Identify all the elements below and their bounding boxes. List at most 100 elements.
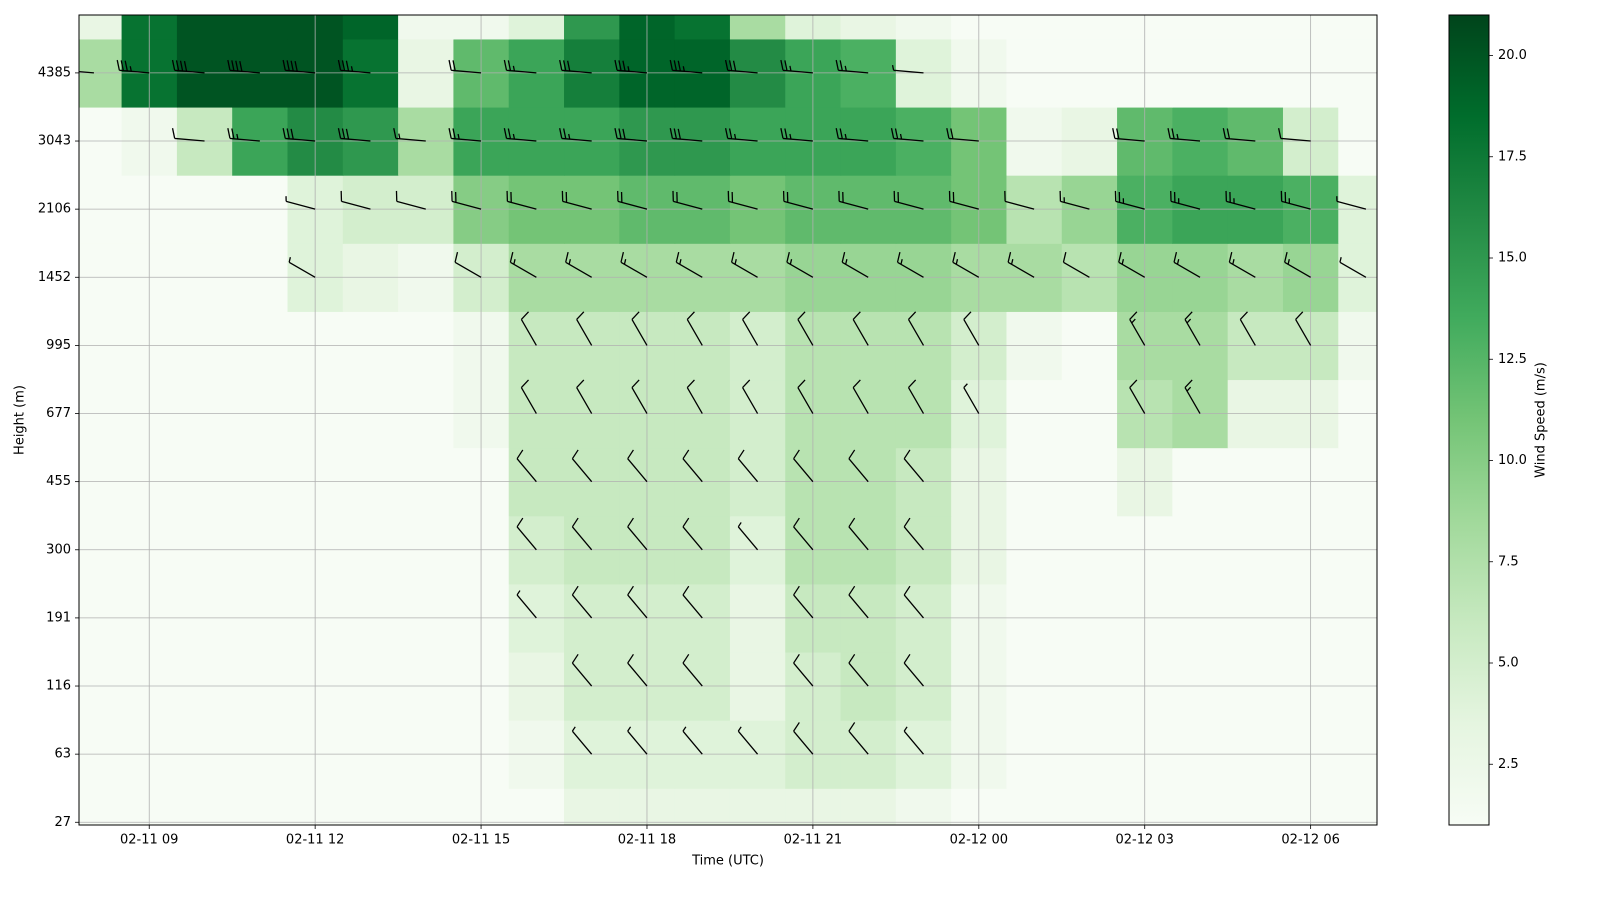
x-tick-label: 02-12 03 [1115, 833, 1173, 848]
wind-barb [506, 190, 537, 210]
wind-barb [686, 311, 703, 346]
wind-barb [848, 585, 869, 619]
wind-barb [848, 653, 869, 687]
colorbar-tick-label: 10.0 [1498, 453, 1527, 468]
wind-barb [737, 726, 759, 755]
y-axis-label: Height (m) [13, 385, 28, 455]
x-tick-label: 02-12 06 [1281, 833, 1339, 848]
colorbar-tick-label: 20.0 [1498, 48, 1527, 63]
wind-barb [1184, 379, 1201, 414]
wind-barb [565, 251, 592, 278]
heatmap-cell [176, 15, 233, 40]
wind-barb [737, 449, 759, 483]
wind-barbs [79, 59, 1367, 755]
x-axis-label: Time (UTC) [691, 854, 764, 869]
plot-frame [78, 14, 1378, 826]
wind-barb [907, 311, 925, 346]
wind-barb [1339, 257, 1367, 278]
wind-barb [571, 726, 593, 755]
wind-barb [1129, 379, 1146, 414]
wind-barb [903, 726, 924, 755]
x-tick-label: 02-11 18 [618, 833, 676, 848]
wind-barb [561, 190, 592, 210]
heatmap-cell [840, 15, 897, 40]
x-tick-label: 02-11 15 [452, 833, 510, 848]
wind-barb [627, 653, 648, 687]
y-tick-label: 1452 [38, 270, 71, 285]
wind-barb [946, 128, 979, 142]
heatmap-cell [1338, 15, 1377, 40]
wind-barb [454, 251, 482, 278]
wind-barb [448, 128, 482, 142]
heatmap-cell [895, 15, 952, 40]
wind-barb [614, 59, 648, 74]
wind-barb [1336, 196, 1367, 210]
wind-barb [516, 517, 537, 551]
wind-barb [614, 128, 648, 142]
wind-barb [838, 190, 869, 210]
wind-barb [782, 190, 814, 210]
wind-barb [682, 585, 703, 619]
heatmap-cell [1006, 15, 1063, 40]
wind-barb [786, 251, 814, 278]
y-tick-label: 677 [46, 406, 71, 421]
wind-barb [1284, 251, 1311, 278]
wind-barb [724, 59, 758, 74]
wind-barb [282, 128, 316, 142]
wind-barb [724, 128, 758, 142]
wind-barb [1167, 128, 1201, 142]
wind-barb [451, 190, 482, 210]
y-tick-label: 63 [54, 747, 71, 762]
wind-barb [1170, 190, 1201, 210]
wind-barb [520, 311, 537, 346]
wind-barb [907, 379, 925, 414]
heatmap [79, 15, 1377, 825]
y-tick-label: 4385 [38, 65, 71, 80]
y-tick-label: 300 [46, 542, 71, 557]
colorbar-tick-label: 17.5 [1498, 149, 1527, 164]
wind-barb [963, 311, 980, 346]
wind-barb [171, 128, 205, 142]
wind-barb [620, 251, 648, 278]
heatmap-cell [840, 788, 897, 825]
wind-barb [1059, 190, 1090, 210]
heatmap-cell [1338, 788, 1377, 825]
heatmap-cell [232, 788, 289, 825]
wind-barb [571, 449, 593, 483]
wind-barb [503, 59, 537, 74]
wind-barb [952, 251, 980, 278]
wind-barb [793, 449, 814, 483]
wind-barb [1280, 190, 1311, 210]
wind-barb [1222, 128, 1256, 142]
wind-barb [948, 190, 979, 210]
colorbar-tick-label: 2.5 [1498, 757, 1519, 772]
x-tick-label: 02-11 12 [286, 833, 344, 848]
heatmap-cell [232, 15, 289, 40]
wind-barb [896, 251, 924, 278]
wind-barb [627, 726, 648, 755]
colorbar-tick-label: 12.5 [1498, 352, 1527, 367]
wind-barb [395, 190, 426, 210]
wind-barb [848, 449, 869, 483]
heatmap-cell [342, 15, 399, 40]
heatmap-cell [342, 788, 399, 825]
heatmap-cell [729, 15, 786, 40]
wind-barb [1118, 251, 1146, 278]
colorbar-label: Wind Speed (m/s) [1534, 362, 1549, 478]
y-tick-label: 116 [46, 679, 71, 694]
heatmap-cell [1172, 788, 1229, 825]
wind-barb [509, 251, 537, 278]
wind-barb [669, 59, 703, 74]
wind-barb [627, 585, 648, 619]
heatmap-cell [674, 15, 731, 40]
y-tick-label: 3043 [38, 134, 71, 149]
heatmap-cell [79, 15, 123, 40]
wind-barb [503, 128, 537, 142]
wind-barb [891, 65, 924, 74]
wind-barb [571, 653, 593, 687]
wind-barb [835, 59, 869, 74]
wind-barb [730, 251, 758, 278]
wind-barb [393, 128, 426, 142]
wind-barb [682, 653, 703, 687]
colorbar-tick-label: 15.0 [1498, 251, 1527, 266]
